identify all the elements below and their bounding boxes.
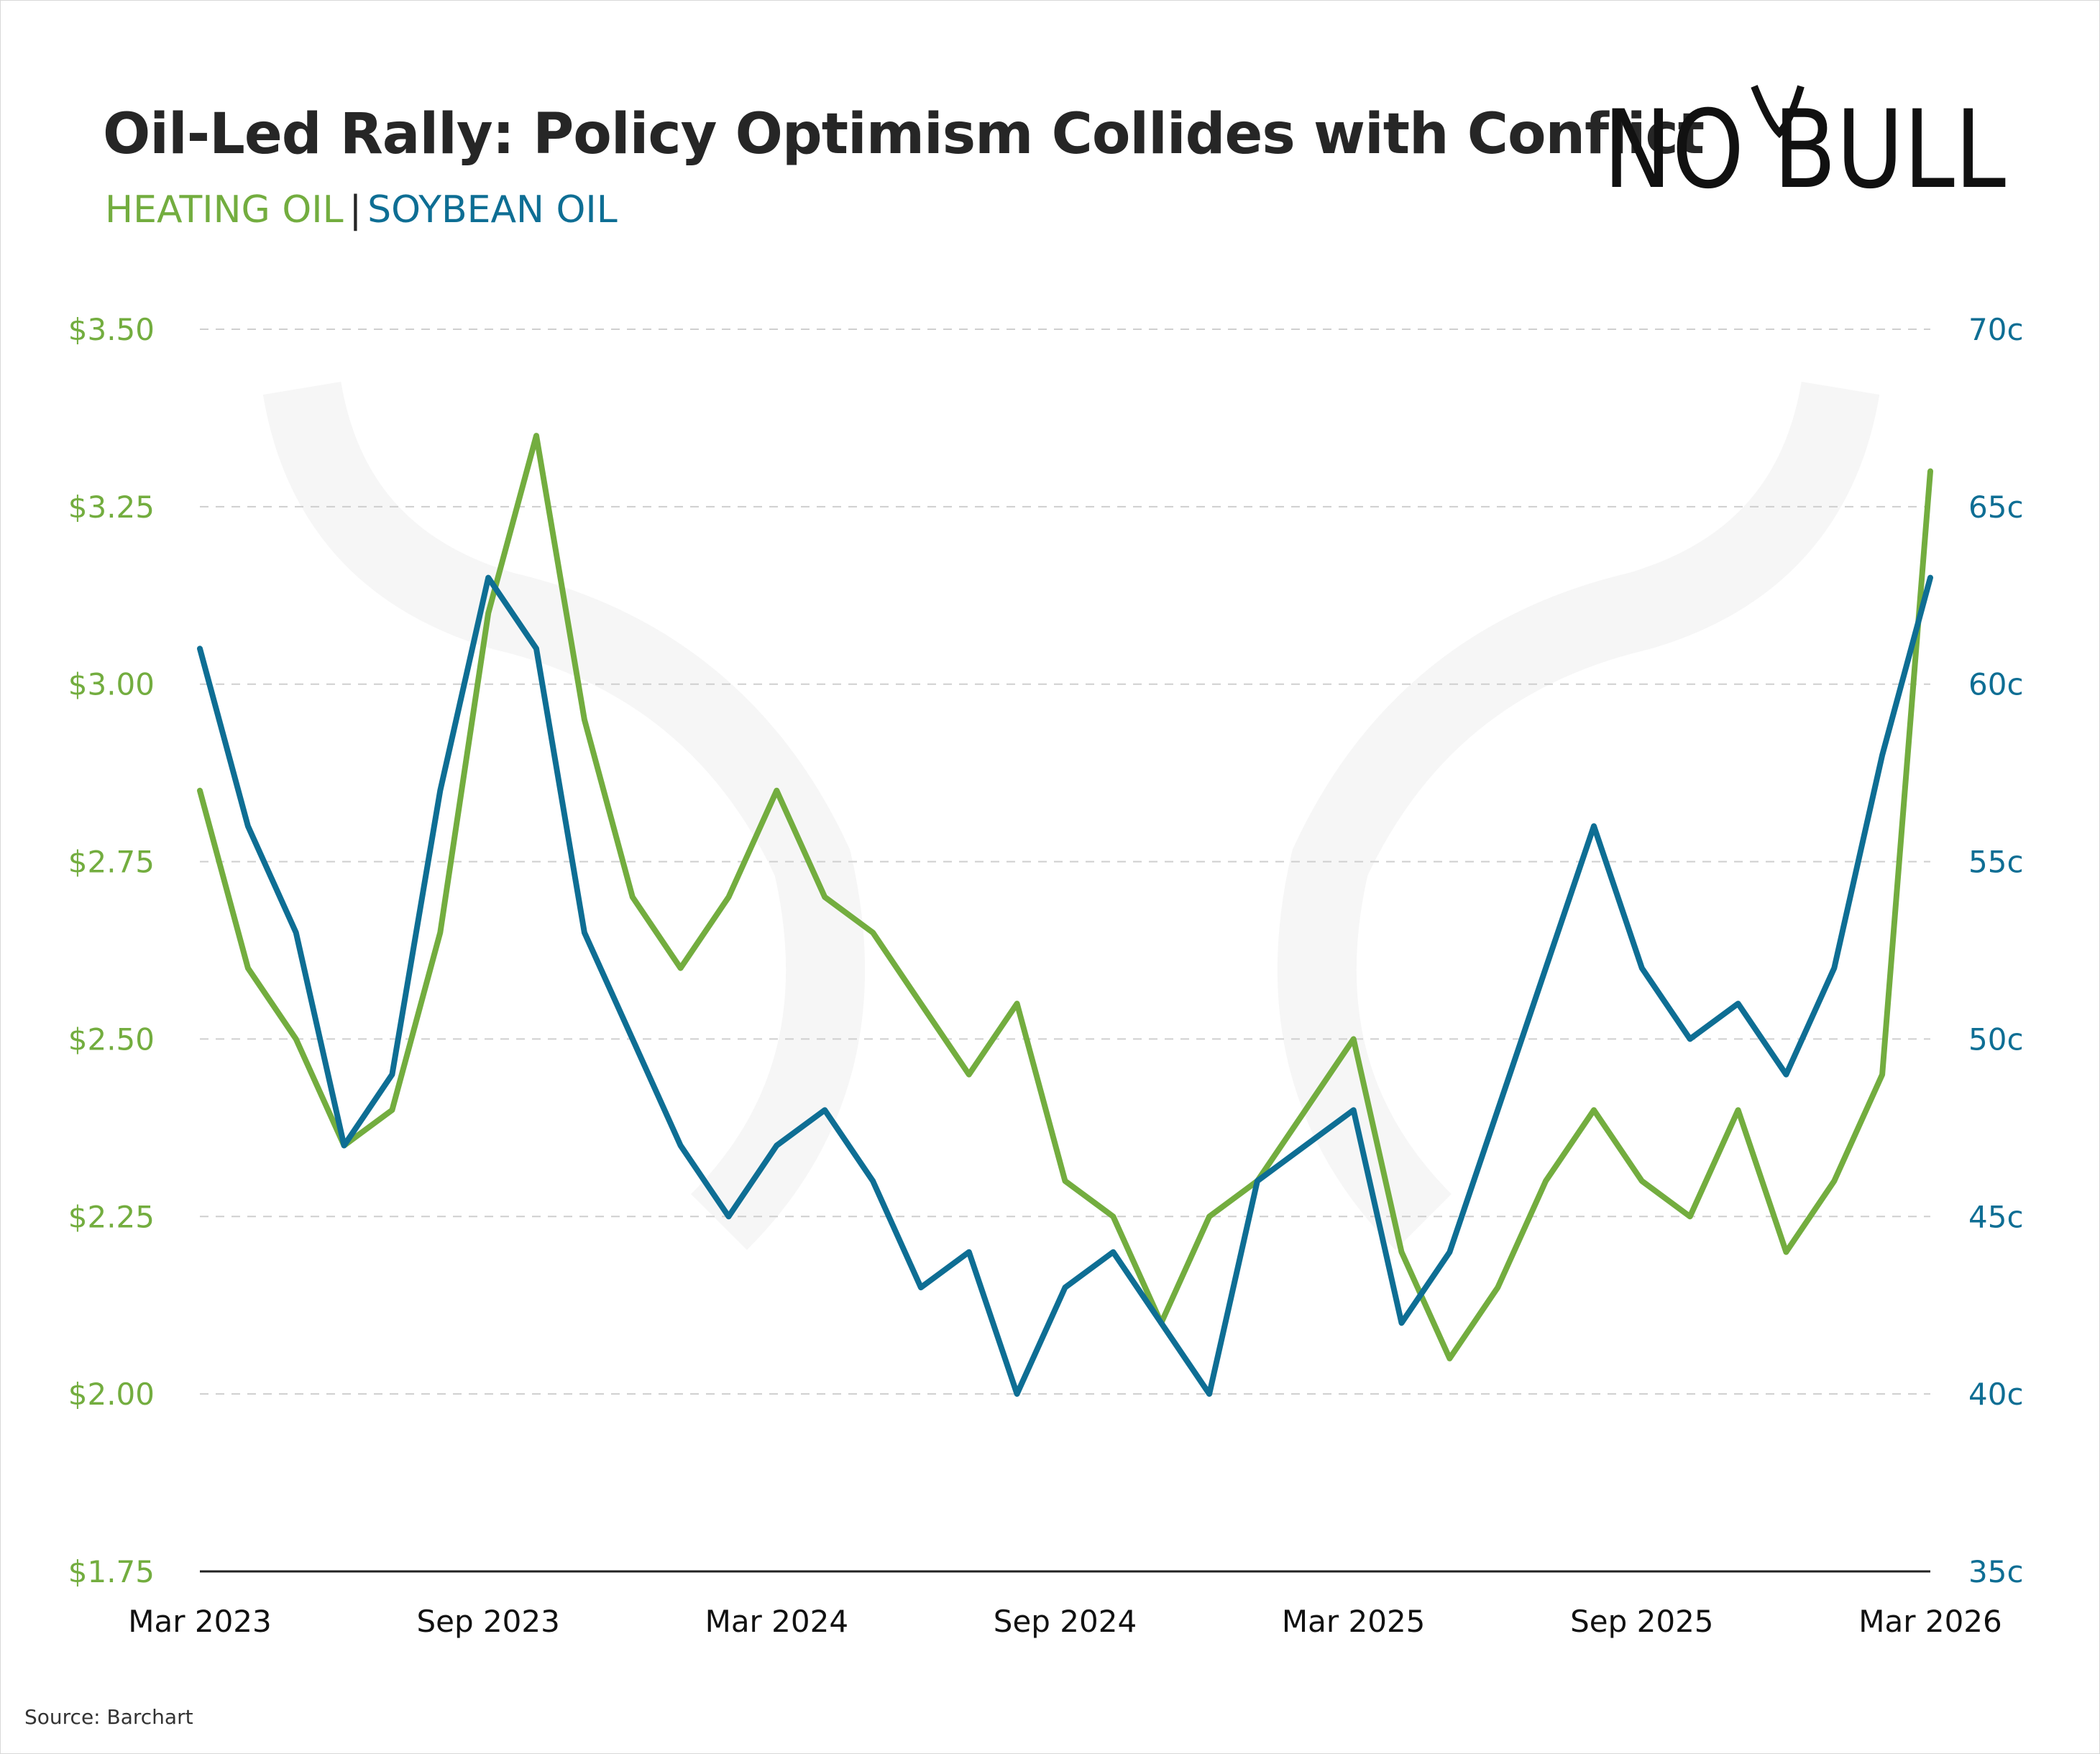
- x-tick-label: Sep 2023: [416, 1604, 559, 1639]
- no-bull-logo: NO BULL: [1603, 85, 2006, 213]
- x-tick-label: Mar 2024: [705, 1604, 848, 1639]
- x-axis-ticks: Mar 2023 Sep 2023 Mar 2024 Sep 2024 Mar 2025…: [128, 1604, 2002, 1639]
- subtitle-separator: |: [349, 188, 362, 231]
- y-left-tick-label: $3.50: [68, 312, 155, 347]
- y-right-tick-label: 50c: [1968, 1021, 2024, 1057]
- soybean-oil-line: [197, 574, 1933, 1397]
- y-right-tick-label: 40c: [1968, 1377, 2024, 1412]
- y-left-tick-label: $3.00: [68, 667, 155, 702]
- subtitle-heating-oil: HEATING OIL: [105, 188, 344, 231]
- chart-title: Oil-Led Rally: Policy Optimism Collides …: [103, 102, 1705, 167]
- y-axis-left: $3.50 $3.25 $3.00 $2.75 $2.50 $2.25 $2.00 $1.75: [68, 312, 155, 1589]
- y-left-tick-label: $2.25: [68, 1199, 155, 1234]
- bull-horn-icon: [1751, 85, 1805, 139]
- gridlines: [200, 329, 1930, 1395]
- source-note: Source: Barchart: [24, 1705, 193, 1729]
- x-tick-label: Mar 2025: [1282, 1604, 1425, 1639]
- x-tick-label: Sep 2024: [994, 1604, 1137, 1639]
- subtitle-soybean-oil: SOYBEAN OIL: [367, 188, 618, 231]
- y-left-tick-label: $2.50: [68, 1021, 155, 1057]
- x-tick-label: Mar 2026: [1858, 1604, 2002, 1639]
- y-left-tick-label: $2.75: [68, 845, 155, 880]
- logo-text: NO BULL: [1603, 88, 2006, 213]
- y-left-tick-label: $1.75: [68, 1554, 155, 1589]
- x-tick-label: Mar 2023: [128, 1604, 271, 1639]
- bull-watermark-icon: [302, 388, 1840, 1222]
- y-right-tick-label: 55c: [1968, 845, 2024, 880]
- chart-subtitle: HEATING OIL | SOYBEAN OIL: [105, 188, 618, 231]
- y-right-tick-label: 70c: [1968, 312, 2024, 347]
- y-axis-right: 70c 65c 60c 55c 50c 45c 40c 35c: [1968, 312, 2024, 1589]
- y-right-tick-label: 45c: [1968, 1199, 2024, 1234]
- y-right-tick-label: 35c: [1968, 1554, 2024, 1589]
- series-lines: [197, 433, 1933, 1397]
- y-right-tick-label: 65c: [1968, 490, 2024, 525]
- y-left-tick-label: $2.00: [68, 1377, 155, 1412]
- heating-oil-line: [197, 433, 1933, 1362]
- y-left-tick-label: $3.25: [68, 490, 155, 525]
- x-tick-label: Sep 2025: [1570, 1604, 1713, 1639]
- y-right-tick-label: 60c: [1968, 667, 2024, 702]
